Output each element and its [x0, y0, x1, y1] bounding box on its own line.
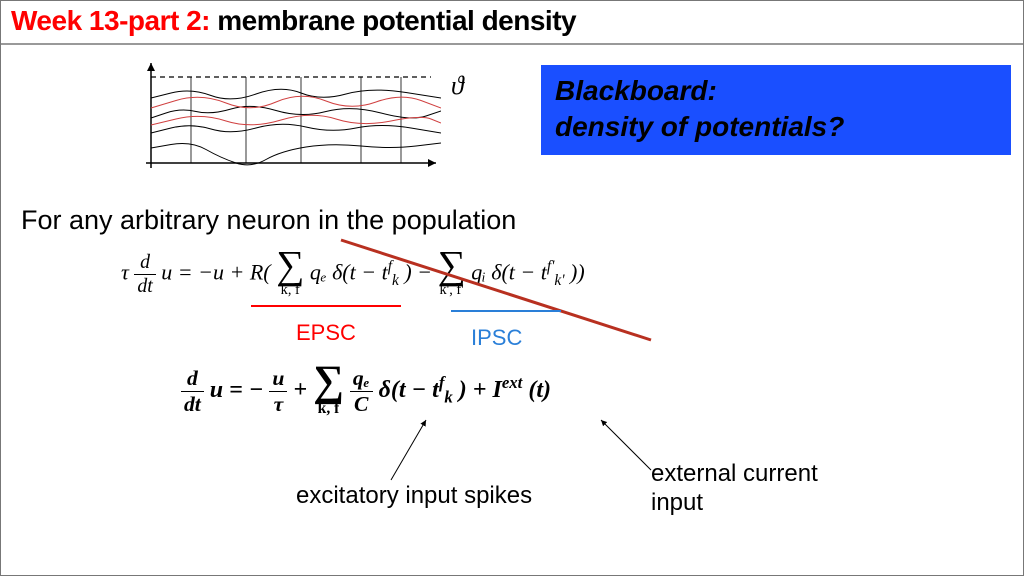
ipsc-label: IPSC: [471, 325, 522, 351]
eq1-tau: τ: [121, 259, 129, 284]
eq1-d: qᵢ δ(t − t: [471, 259, 547, 284]
external-label-l1: external current: [651, 460, 818, 489]
eq1-ddt: ddt: [134, 251, 155, 298]
excitatory-label: excitatory input spikes: [296, 482, 532, 510]
ipsc-underline: [451, 310, 561, 312]
eq1-b: qₑ δ(t − t: [310, 259, 388, 284]
eq2-qc-n: qₑ: [350, 366, 373, 392]
eq2-ddt-d: dt: [181, 392, 204, 417]
eq1-ddt-n: d: [134, 251, 155, 275]
eq2-delta: δ(t − t: [379, 377, 439, 403]
eq1-ddt-d: dt: [134, 275, 155, 298]
eq2-utau-d: τ: [269, 392, 287, 417]
epsc-underline: [251, 305, 401, 307]
eq1-a: −u + R(: [198, 259, 270, 284]
theta-symbol: ϑ: [451, 71, 464, 101]
external-label: external current input: [651, 460, 818, 518]
eq1-sum2: ∑k', f': [438, 250, 466, 299]
eq2-ddt: ddt: [181, 366, 204, 417]
eq2-ddt-n: d: [181, 366, 204, 392]
equation-1: τ ddt u = −u + R( ∑k, f qₑ δ(t − tfk ) −…: [121, 250, 585, 299]
external-label-l2: input: [651, 489, 818, 518]
eq1-d-sub: k': [554, 272, 564, 289]
eq2-plus2: ) + I: [459, 377, 502, 403]
epsc-label: EPSC: [296, 320, 356, 346]
eq1-sum1: ∑k, f: [276, 250, 304, 299]
title-prefix: Week 13-part 2:: [11, 5, 210, 36]
blackboard-line2: density of potentials?: [555, 109, 997, 145]
eq1-e: )): [570, 259, 585, 284]
equations-area: τ ddt u = −u + R( ∑k, f qₑ δ(t − tfk ) −…: [121, 250, 901, 570]
eq1-b-sub: k: [392, 272, 399, 289]
potential-traces-graph: [141, 63, 441, 173]
eq2-delta-sub: k: [444, 388, 452, 407]
eq2-iext-sup: ext: [502, 373, 523, 392]
eq2-plus1: +: [293, 377, 313, 403]
eq2-utau: uτ: [269, 366, 287, 417]
eq1-sum2-sub: k', f': [438, 282, 466, 299]
slide-content: ϑ Blackboard: density of potentials? For…: [1, 45, 1023, 575]
title-main: membrane potential density: [210, 5, 576, 36]
eq2-utau-n: u: [269, 366, 287, 392]
eq2-u: u = −: [210, 377, 264, 403]
eq1-u: u =: [161, 259, 192, 284]
blackboard-callout: Blackboard: density of potentials?: [541, 65, 1011, 155]
slide-title: Week 13-part 2: membrane potential densi…: [1, 1, 1023, 45]
eq1-c: ) −: [404, 259, 437, 284]
eq2-iext-tail: (t): [528, 377, 551, 403]
body-sentence: For any arbitrary neuron in the populati…: [21, 205, 516, 236]
blackboard-line1: Blackboard:: [555, 73, 997, 109]
